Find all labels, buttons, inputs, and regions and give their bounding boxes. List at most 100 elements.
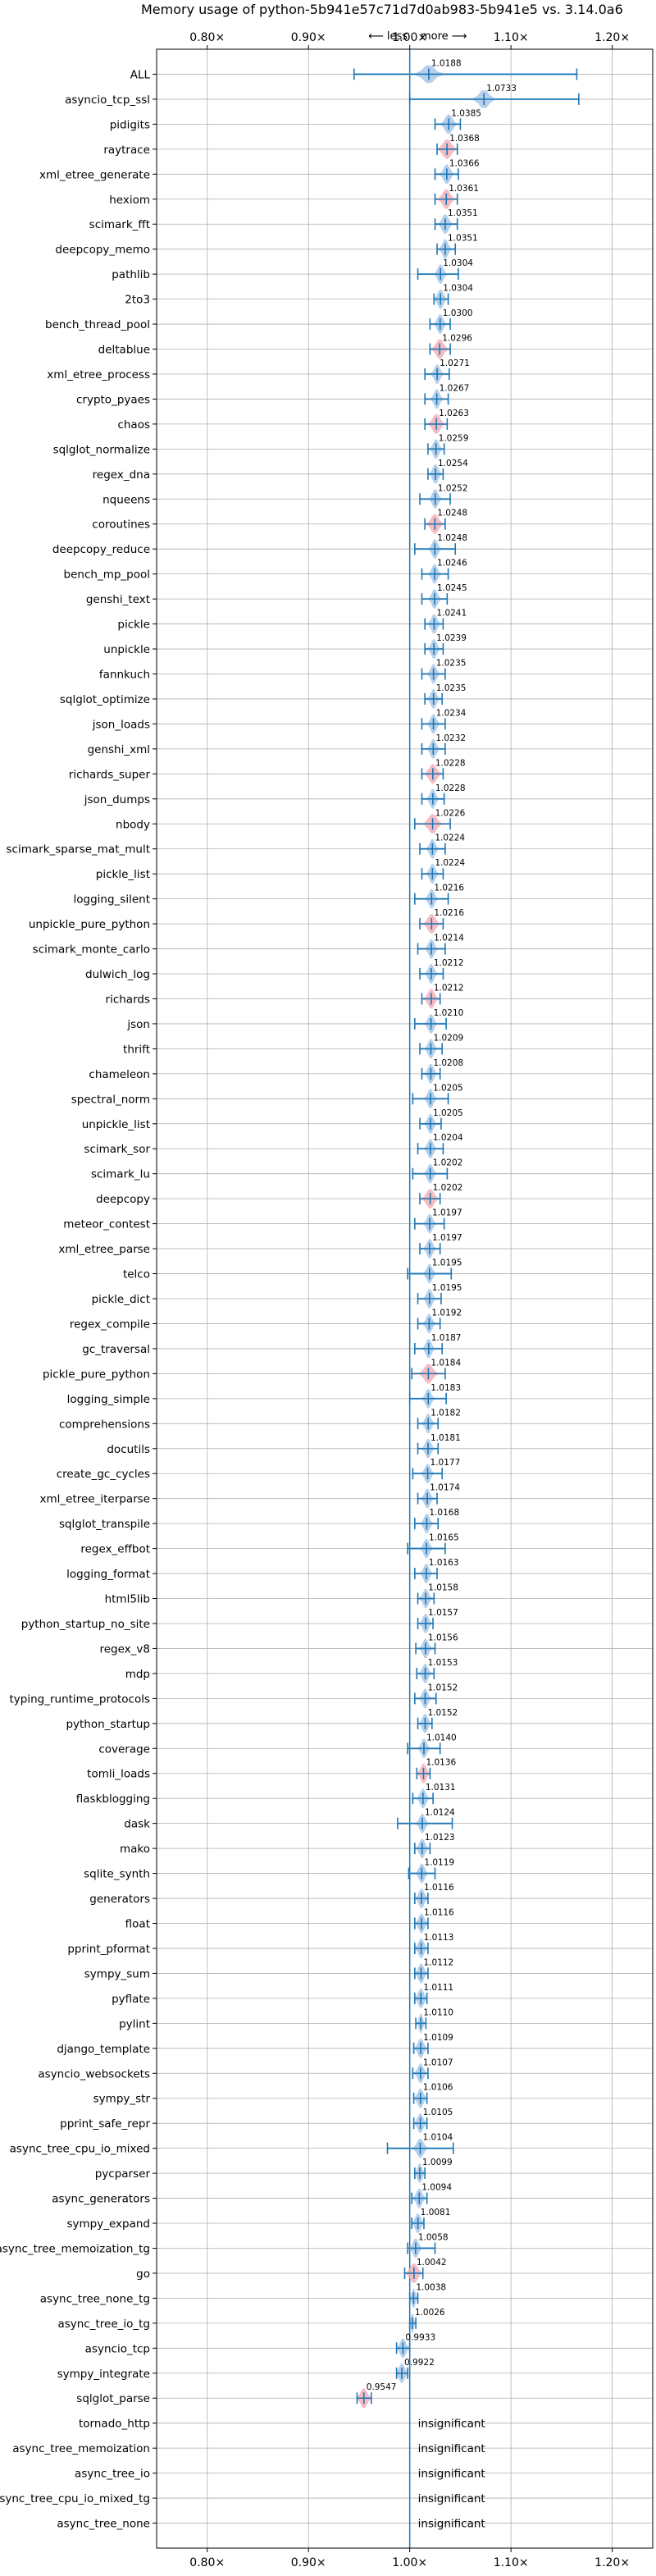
value-label: 1.0248 xyxy=(437,509,467,518)
value-label: 1.0123 xyxy=(425,1833,455,1843)
x-tick-label-bottom: 0.90× xyxy=(291,2556,326,2569)
row-label: json_dumps xyxy=(84,793,150,806)
value-label: 1.0368 xyxy=(449,134,480,144)
row-label: mako xyxy=(120,1843,150,1856)
value-label: 1.0248 xyxy=(437,533,467,543)
value-label: 1.0351 xyxy=(448,234,478,244)
value-label: 1.0156 xyxy=(428,1633,458,1642)
value-label: 1.0152 xyxy=(427,1708,458,1718)
row-label: sqlglot_optimize xyxy=(60,693,150,706)
value-label: 1.0187 xyxy=(431,1333,462,1343)
value-label: 1.0116 xyxy=(424,1908,454,1918)
value-label: 1.0195 xyxy=(432,1258,462,1268)
row-label: async_tree_memoization_tg xyxy=(0,2242,150,2255)
row-label: genshi_text xyxy=(86,593,150,606)
value-label: 1.0081 xyxy=(421,2208,451,2217)
row-label: asyncio_tcp xyxy=(85,2342,150,2355)
row-label: sympy_sum xyxy=(84,1967,150,1980)
value-label: 1.0188 xyxy=(431,58,462,68)
value-label: 0.9922 xyxy=(404,2358,435,2368)
value-label: 1.0158 xyxy=(428,1583,458,1593)
value-label: 1.0174 xyxy=(430,1483,460,1493)
row-label: async_tree_cpu_io_mixed_tg xyxy=(0,2492,150,2505)
value-label: 1.0210 xyxy=(434,1008,464,1018)
row-label: tomli_loads xyxy=(87,1768,150,1781)
row-label: json xyxy=(126,1018,150,1031)
row-label: logging_simple xyxy=(67,1393,150,1406)
row-label: docutils xyxy=(107,1443,150,1456)
value-label: 1.0116 xyxy=(424,1883,454,1893)
value-label: 1.0153 xyxy=(428,1658,458,1668)
row-label: deepcopy_reduce xyxy=(52,543,150,556)
x-tick-label-top: 1.10× xyxy=(494,31,529,44)
row-label: hexiom xyxy=(109,194,150,207)
x-tick-label-top: 0.90× xyxy=(291,31,326,44)
row-label: genshi_xml xyxy=(88,743,150,756)
value-label: 1.0234 xyxy=(436,708,467,718)
value-label: 1.0038 xyxy=(416,2282,446,2292)
value-label: 1.0246 xyxy=(437,559,467,569)
value-label: 1.0235 xyxy=(436,659,467,669)
row-label: telco xyxy=(123,1268,150,1281)
row-label: deepcopy xyxy=(96,1193,150,1206)
value-label: 1.0239 xyxy=(436,633,467,643)
row-label: bench_thread_pool xyxy=(45,318,150,331)
row-label: django_template xyxy=(57,2043,150,2056)
row-label: fannkuch xyxy=(99,669,150,682)
row-label: xml_etree_iterparse xyxy=(40,1493,151,1506)
row-label: chaos xyxy=(117,418,150,432)
value-label: 1.0259 xyxy=(439,433,469,443)
value-label: 1.0366 xyxy=(449,158,480,168)
value-label: 1.0042 xyxy=(417,2258,447,2268)
value-label: 1.0271 xyxy=(440,359,470,368)
value-label: 1.0254 xyxy=(438,459,468,468)
value-label: 1.0107 xyxy=(423,2058,453,2067)
row-label: scimark_monte_carlo xyxy=(33,943,150,957)
row-label: async_tree_none_tg xyxy=(40,2292,150,2305)
row-label: async_tree_io xyxy=(75,2468,150,2481)
value-label: 1.0195 xyxy=(432,1283,462,1293)
value-label: 1.0252 xyxy=(438,483,468,493)
row-label: meteor_contest xyxy=(63,1218,150,1231)
row-label: sympy_integrate xyxy=(57,2368,150,2381)
value-label: 1.0212 xyxy=(434,958,464,968)
row-label: pathlib xyxy=(112,268,150,281)
row-label: xml_etree_parse xyxy=(58,1243,150,1256)
x-tick-label-bottom: 1.20× xyxy=(594,2556,630,2569)
value-label: 1.0205 xyxy=(433,1108,463,1118)
row-label: ALL xyxy=(130,68,151,81)
row-label: unpickle_pure_python xyxy=(29,918,150,931)
value-label: 1.0177 xyxy=(430,1458,461,1468)
x-tick-label-top: 1.20× xyxy=(594,31,630,44)
value-label: 1.0182 xyxy=(430,1408,461,1418)
row-label: crypto_pyaes xyxy=(76,393,150,406)
value-label: 1.0197 xyxy=(432,1208,462,1218)
value-label: 0.9933 xyxy=(405,2332,435,2342)
row-label: 2to3 xyxy=(125,294,150,307)
value-label: 1.0026 xyxy=(415,2308,445,2318)
row-label: asyncio_tcp_ssl xyxy=(65,94,150,107)
row-label: sqlglot_parse xyxy=(76,2392,150,2405)
direction-more-label: more ⟶ xyxy=(421,30,467,43)
value-label: 1.0094 xyxy=(421,2183,452,2193)
direction-less-label: ⟵ less xyxy=(368,30,408,43)
value-label: 1.0183 xyxy=(430,1383,461,1393)
row-label: coverage xyxy=(98,1742,150,1756)
value-label: 1.0140 xyxy=(426,1733,457,1742)
value-label: 1.0111 xyxy=(423,1983,453,1993)
row-label: sqlglot_transpile xyxy=(59,1518,150,1531)
row-label: go xyxy=(136,2268,150,2281)
value-label: 1.0214 xyxy=(434,934,464,943)
row-label: pycparser xyxy=(95,2167,151,2181)
x-tick-label-bottom: 1.00× xyxy=(392,2556,427,2569)
insignificant-label: insignificant xyxy=(418,2492,485,2505)
value-label: 1.0216 xyxy=(434,908,464,918)
value-label: 1.0205 xyxy=(433,1083,463,1093)
row-label: async_generators xyxy=(52,2193,150,2206)
value-label: 1.0104 xyxy=(423,2133,453,2143)
value-label: 1.0245 xyxy=(437,583,467,593)
row-label: sympy_expand xyxy=(66,2217,150,2231)
value-label: 1.0304 xyxy=(443,284,473,294)
row-label: nqueens xyxy=(102,493,150,506)
value-label: 1.0136 xyxy=(426,1758,456,1768)
